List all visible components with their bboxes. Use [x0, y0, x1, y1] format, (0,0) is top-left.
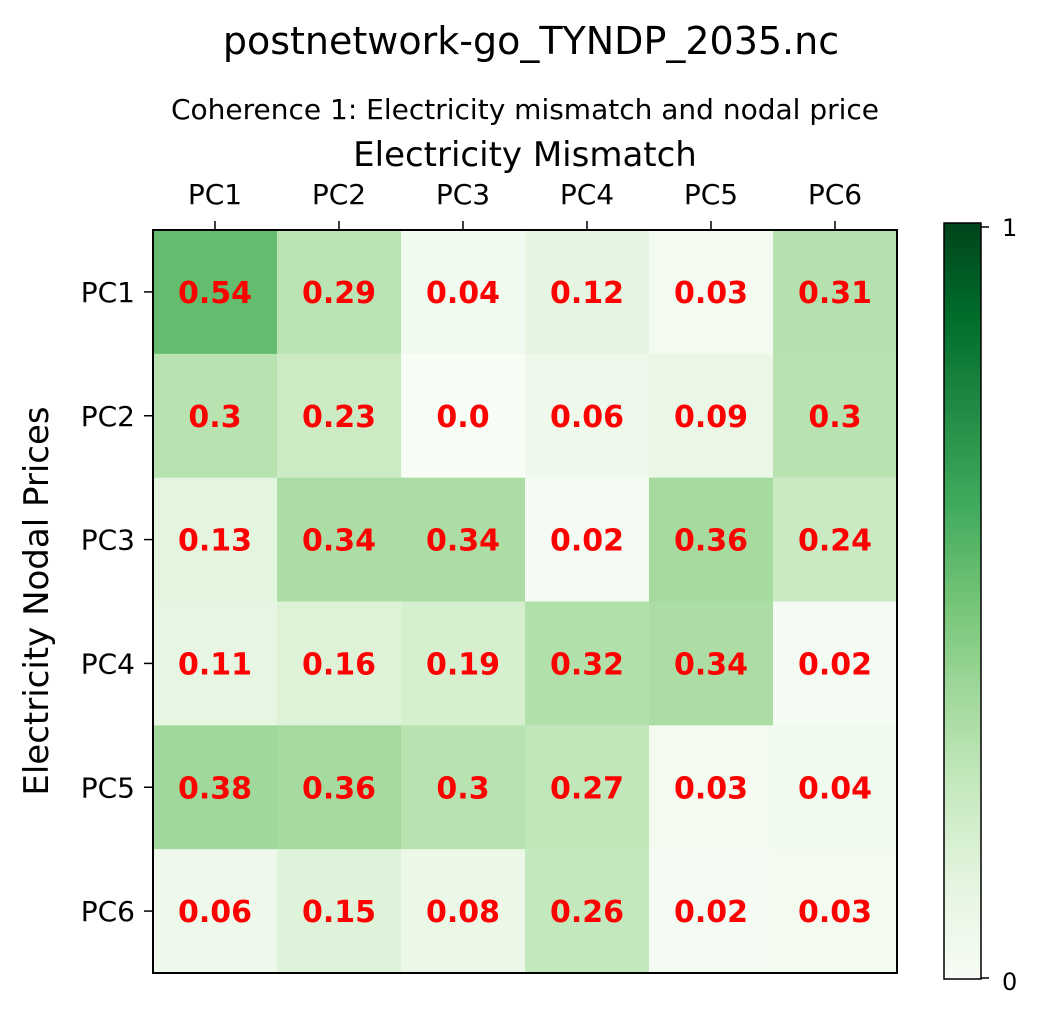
cell-value-label: 0.32 — [550, 647, 624, 682]
cell-value-label: 0.27 — [550, 771, 624, 806]
cell-value-label: 0.3 — [188, 400, 241, 435]
x-tick-label: PC2 — [312, 178, 366, 211]
heatmap-cell — [525, 849, 650, 974]
cell-value-label: 0.03 — [798, 895, 872, 930]
heatmap-cell — [773, 601, 898, 726]
cell-value-label: 0.0 — [436, 400, 489, 435]
x-tick-label: PC6 — [808, 178, 862, 211]
colorbar-gradient — [943, 222, 982, 980]
heatmap-cell — [401, 353, 526, 479]
heatmap-cells — [153, 230, 898, 974]
plot-frame — [152, 229, 898, 974]
heatmap-cell — [153, 601, 278, 726]
heatmap-cell — [649, 725, 774, 850]
colorbar-tick-label-max: 1 — [1002, 214, 1017, 242]
cell-value-label: 0.31 — [798, 276, 872, 311]
x-axis-ticks: PC1 PC2 PC3 PC4 PC5 PC6 — [188, 178, 862, 230]
heatmap-cell — [525, 353, 650, 479]
heatmap-cell — [277, 725, 402, 850]
y-tick-label: PC2 — [81, 400, 135, 433]
cell-value-label: 0.3 — [808, 400, 861, 435]
x-tick-label: PC4 — [560, 178, 614, 211]
cell-value-label: 0.02 — [798, 647, 872, 682]
cell-value-label: 0.12 — [550, 276, 624, 311]
cell-value-label: 0.08 — [426, 895, 500, 930]
cell-value-label: 0.09 — [674, 400, 748, 435]
cell-value-label: 0.34 — [302, 524, 376, 559]
heatmap-cell — [525, 725, 650, 850]
cell-value-label: 0.11 — [178, 647, 252, 682]
chart-title: Coherence 1: Electricity mismatch and no… — [171, 93, 879, 126]
heatmap-cell — [153, 849, 278, 974]
y-tick-label: PC4 — [81, 647, 135, 680]
y-tick-label: PC1 — [81, 276, 135, 309]
heatmap-cell — [277, 477, 402, 602]
heatmap-cell — [277, 601, 402, 726]
cell-value-label: 0.04 — [798, 771, 872, 806]
cell-value-label: 0.23 — [302, 400, 376, 435]
heatmap-cell — [773, 725, 898, 850]
heatmap-cell — [401, 849, 526, 974]
heatmap-cell — [401, 601, 526, 726]
heatmap-cell — [153, 477, 278, 602]
cell-value-label: 0.02 — [550, 524, 624, 559]
x-tick-label: PC3 — [436, 178, 490, 211]
heatmap-cell — [277, 849, 402, 974]
cell-value-label: 0.26 — [550, 895, 624, 930]
colorbar-tick-label-min: 0 — [1002, 968, 1017, 996]
heatmap-value-labels: 0.54 0.29 0.04 0.12 0.03 0.31 0.3 0.23 0.0 0.06 0.… — [178, 276, 872, 930]
heatmap-cell — [649, 477, 774, 602]
y-axis-label: Electricity Nodal Prices — [17, 406, 57, 795]
heatmap-cell — [773, 477, 898, 602]
cell-value-label: 0.13 — [178, 524, 252, 559]
cell-value-label: 0.02 — [674, 895, 748, 930]
cell-value-label: 0.36 — [674, 524, 748, 559]
heatmap-cell — [649, 353, 774, 479]
heatmap-cell — [649, 849, 774, 974]
cell-value-label: 0.03 — [674, 771, 748, 806]
heatmap-cell — [773, 849, 898, 974]
cell-value-label: 0.54 — [178, 276, 252, 311]
heatmap-cell — [401, 725, 526, 850]
heatmap-cell — [773, 230, 898, 355]
y-tick-label: PC5 — [81, 771, 135, 804]
cell-value-label: 0.03 — [674, 276, 748, 311]
cell-value-label: 0.38 — [178, 771, 252, 806]
cell-value-label: 0.06 — [178, 895, 252, 930]
cell-value-label: 0.15 — [302, 895, 376, 930]
heatmap-cell — [153, 230, 278, 355]
heatmap-cell — [525, 477, 650, 602]
x-tick-label: PC1 — [188, 178, 242, 211]
cell-value-label: 0.04 — [426, 276, 500, 311]
y-tick-label: PC3 — [81, 524, 135, 557]
x-tick-label: PC5 — [684, 178, 738, 211]
cell-value-label: 0.3 — [436, 771, 489, 806]
heatmap-cell — [649, 230, 774, 355]
heatmap-cell — [525, 601, 650, 726]
colorbar: 1 0 — [943, 214, 1017, 996]
heatmap-cell — [277, 230, 402, 355]
cell-value-label: 0.36 — [302, 771, 376, 806]
cell-value-label: 0.19 — [426, 647, 500, 682]
y-axis-ticks: PC1 PC2 PC3 PC4 PC5 PC6 — [81, 276, 153, 928]
cell-value-label: 0.16 — [302, 647, 376, 682]
heatmap-cell — [773, 353, 898, 479]
cell-value-label: 0.29 — [302, 276, 376, 311]
x-axis-label: Electricity Mismatch — [353, 135, 697, 175]
heatmap-cell — [153, 353, 278, 479]
heatmap-cell — [277, 353, 402, 479]
heatmap-cell — [401, 230, 526, 355]
cell-value-label: 0.06 — [550, 400, 624, 435]
y-tick-label: PC6 — [81, 895, 135, 928]
heatmap-cell — [153, 725, 278, 850]
heatmap-cell — [649, 601, 774, 726]
cell-value-label: 0.34 — [426, 524, 500, 559]
cell-value-label: 0.24 — [798, 524, 872, 559]
heatmap-cell — [525, 230, 650, 355]
heatmap-cell — [401, 477, 526, 602]
cell-value-label: 0.34 — [674, 647, 748, 682]
figure-suptitle: postnetwork-go_TYNDP_2035.nc — [223, 19, 839, 63]
